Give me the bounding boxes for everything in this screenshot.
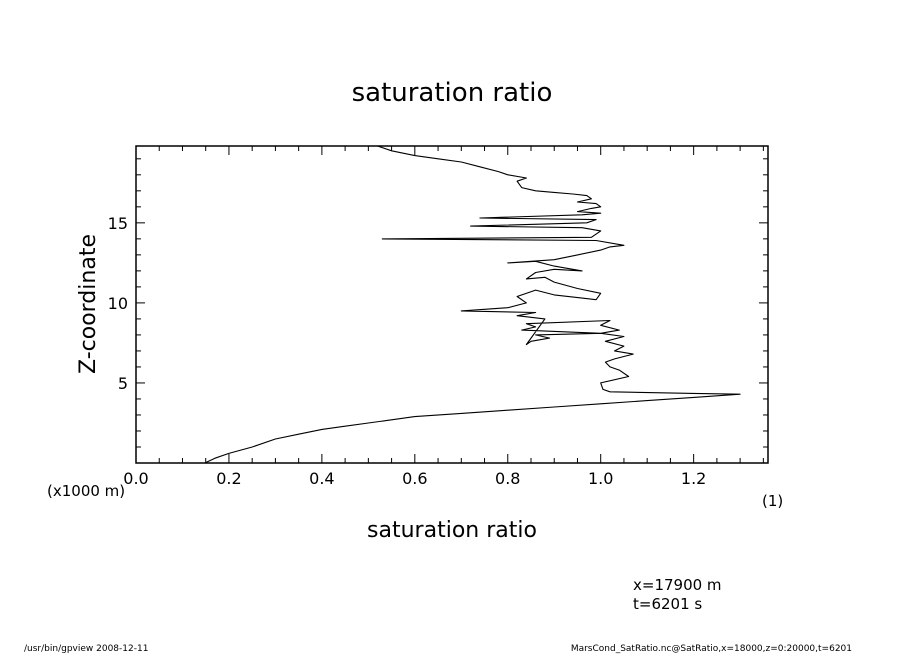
chart-title: saturation ratio bbox=[352, 78, 553, 108]
y-tick-label: 10 bbox=[108, 294, 128, 313]
time-annotation: t=6201 s bbox=[633, 595, 702, 613]
x-tick-label: 1.0 bbox=[588, 469, 613, 488]
y-tick-label: 5 bbox=[118, 374, 128, 393]
y-unit-label: (x1000 m) bbox=[47, 482, 125, 500]
footer-right: MarsCond_SatRatio.nc@SatRatio,x=18000,z=… bbox=[571, 644, 852, 654]
x-tick-label: 0.2 bbox=[216, 469, 241, 488]
series-line-0 bbox=[204, 145, 741, 464]
x-unit-label: (1) bbox=[762, 492, 783, 510]
y-tick-label: 15 bbox=[108, 214, 128, 233]
plot-frame bbox=[135, 145, 769, 464]
x-axis-label: saturation ratio bbox=[367, 518, 537, 543]
x-tick-label: 0.8 bbox=[495, 469, 520, 488]
x-tick-label: 0.6 bbox=[402, 469, 427, 488]
x-tick-label: 1.2 bbox=[681, 469, 706, 488]
x-tick-label: 0.0 bbox=[123, 469, 148, 488]
footer-left: /usr/bin/gpview 2008-12-11 bbox=[24, 644, 148, 654]
y-axis-label: Z-coordinate bbox=[76, 234, 101, 374]
x-tick-label: 0.4 bbox=[309, 469, 334, 488]
x-position-annotation: x=17900 m bbox=[633, 576, 722, 594]
plot-area: 0.0 0.2 0.4 0.6 0.8 1.0 1.2 5 10 15 bbox=[108, 145, 769, 488]
